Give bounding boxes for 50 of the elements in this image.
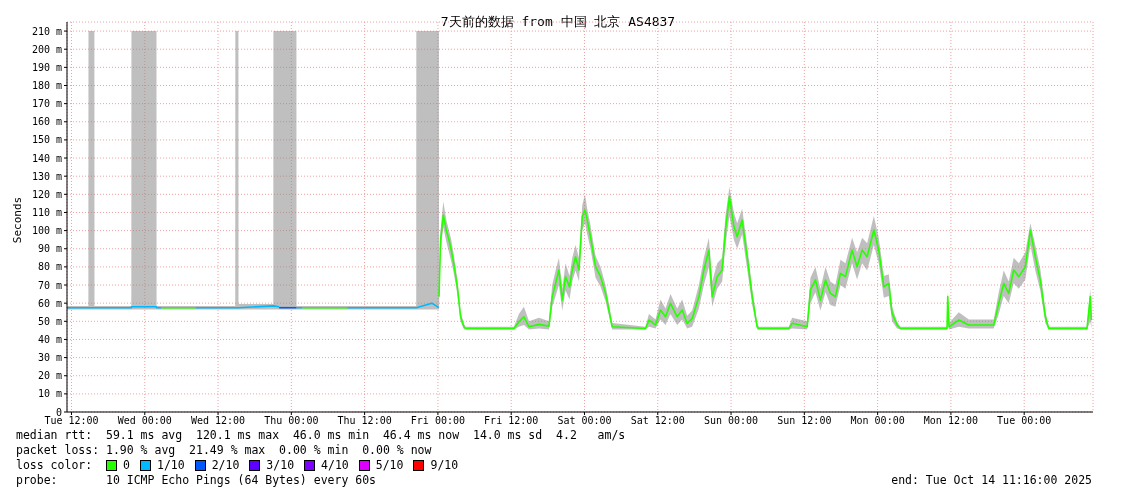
- text: probe: 10 ICMP Echo Pings (64 Bytes) every 60s: [16, 473, 377, 488]
- legend-label: 9/10: [430, 458, 459, 473]
- y-axis-title: Seconds: [11, 195, 25, 246]
- y-tick-label: 10 m: [37, 388, 62, 400]
- text: packet loss: 1.90 % avg 21.49 % max 0.00 % min 0.00 % now: [16, 443, 433, 458]
- x-tick-label: Thu 12:00: [337, 415, 392, 427]
- y-tick-label: 150 m: [31, 134, 62, 146]
- chart-title: 7天前的数据 from 中国 北京 AS4837: [440, 14, 676, 29]
- legend-label: 0: [123, 458, 130, 473]
- y-tick-label: 160 m: [31, 116, 62, 128]
- y-tick-label: 200 m: [31, 43, 62, 55]
- legend-label: 1/10: [156, 458, 185, 473]
- y-tick-label: 190 m: [31, 61, 62, 73]
- legend-label: 3/10: [266, 458, 295, 473]
- text: end: Tue Oct 14 11:16:00 2025: [891, 473, 1092, 488]
- legend-label: 2/10: [211, 458, 240, 473]
- x-tick-label: Tue 00:00: [997, 415, 1052, 427]
- y-tick-label: 70 m: [37, 279, 62, 291]
- x-tick-label: Fri 00:00: [410, 415, 465, 427]
- y-tick-label: 100 m: [31, 225, 62, 237]
- x-tick-label: Tue 12:00: [44, 415, 99, 427]
- y-tick-label: 0: [55, 406, 62, 418]
- y-tick-label: 30 m: [37, 352, 62, 364]
- y-tick-label: 80 m: [37, 261, 62, 273]
- legend-title: loss color:: [16, 458, 94, 473]
- y-tick-label: 50 m: [37, 315, 62, 327]
- x-tick-label: Fri 12:00: [484, 415, 539, 427]
- y-tick-label: 140 m: [31, 152, 62, 164]
- y-tick-label: 110 m: [31, 207, 62, 219]
- x-tick-label: Sun 00:00: [703, 415, 759, 427]
- x-tick-label: Thu 00:00: [264, 415, 319, 427]
- y-tick-label: 120 m: [31, 188, 62, 200]
- y-tick-label: 20 m: [37, 370, 62, 382]
- legend-label: 5/10: [375, 458, 404, 473]
- y-tick-label: 60 m: [37, 297, 62, 309]
- x-tick-label: Sun 12:00: [777, 415, 832, 427]
- y-tick-label: 210 m: [31, 25, 62, 37]
- y-tick-label: 170 m: [31, 98, 62, 110]
- text: median rtt: 59.1 ms avg 120.1 ms max 46.0 ms min 46.4 ms now 14.0 ms sd 4.2 am/s: [16, 428, 627, 443]
- y-tick-label: 40 m: [37, 333, 62, 345]
- x-tick-label: Sat 12:00: [630, 415, 685, 427]
- y-tick-label: 130 m: [31, 170, 62, 182]
- x-tick-label: Mon 12:00: [923, 415, 978, 427]
- x-tick-label: Mon 00:00: [850, 415, 905, 427]
- y-tick-label: 90 m: [37, 243, 62, 255]
- y-tick-label: 180 m: [31, 80, 62, 92]
- x-tick-label: Wed 00:00: [117, 415, 172, 427]
- x-tick-label: Wed 12:00: [190, 415, 246, 427]
- x-tick-label: Sat 00:00: [557, 415, 612, 427]
- legend-label: 4/10: [321, 458, 349, 473]
